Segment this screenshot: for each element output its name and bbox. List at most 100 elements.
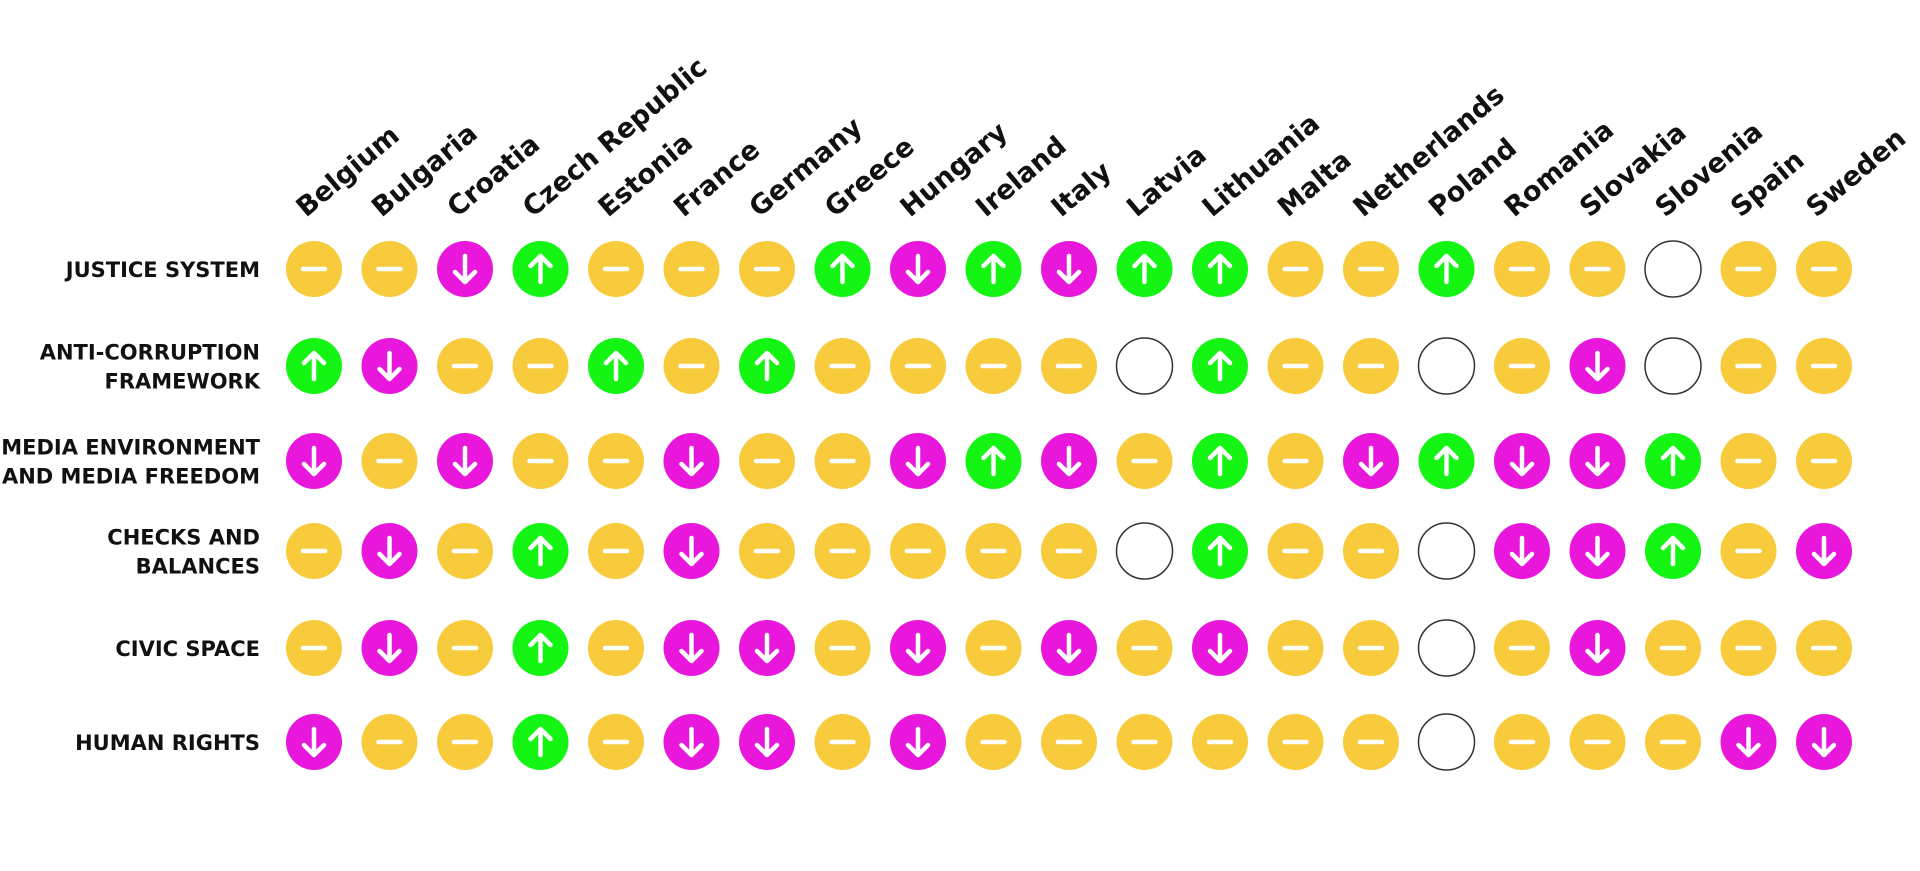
arrow-up-icon: [603, 350, 629, 382]
trend-cell-same: [1720, 433, 1777, 489]
trend-cell-up: [814, 241, 871, 297]
trend-cell-same: [286, 241, 342, 297]
trend-cell-same: [814, 523, 871, 579]
trend-cell-up: [1645, 433, 1701, 489]
trend-cell-same: [588, 433, 644, 489]
trend-cell-same: [1041, 338, 1097, 394]
trend-cell-down: [1494, 523, 1550, 579]
trend-cell-same: [1796, 338, 1852, 394]
trend-cell-same: [1116, 433, 1173, 489]
trend-cell-same: [1041, 523, 1097, 579]
trend-cell-none: [1115, 522, 1174, 580]
arrow-up-icon: [830, 253, 855, 285]
trend-cell-up: [965, 433, 1022, 489]
arrow-up-icon: [1660, 535, 1686, 567]
category-label: HUMAN RIGHTS: [75, 731, 260, 755]
trend-cell-same: [1494, 338, 1550, 394]
trend-cell-down: [663, 433, 720, 489]
arrow-down-icon: [377, 632, 402, 664]
trend-cell-same: [437, 523, 493, 579]
trend-cell-same: [1569, 714, 1626, 770]
trend-cell-same: [814, 714, 871, 770]
no-data-circle: [1644, 337, 1702, 395]
trend-cell-up: [1192, 241, 1248, 297]
arrow-down-icon: [377, 535, 402, 567]
arrow-down-icon: [905, 445, 931, 477]
trend-cell-same: [1494, 241, 1550, 297]
arrow-down-icon: [1358, 445, 1384, 477]
trend-cell-same: [1041, 714, 1097, 770]
arrow-down-icon: [1509, 445, 1535, 477]
trend-cell-up: [1116, 241, 1173, 297]
trend-cell-same: [1494, 714, 1550, 770]
trend-cell-same: [965, 523, 1022, 579]
trend-cell-same: [588, 714, 644, 770]
category-label: FRAMEWORK: [105, 370, 261, 394]
arrow-down-icon: [905, 632, 931, 664]
trend-cell-none: [1417, 337, 1476, 395]
trend-cell-down: [361, 338, 418, 394]
trend-cell-same: [1267, 433, 1324, 489]
arrow-up-icon: [1434, 445, 1459, 477]
arrow-down-icon: [452, 253, 478, 285]
arrow-up-icon: [1434, 253, 1459, 285]
no-data-circle: [1417, 619, 1476, 677]
trend-cells: [286, 240, 1852, 771]
arrow-up-icon: [981, 445, 1006, 477]
trend-cell-down: [1569, 338, 1626, 394]
trend-cell-down: [1569, 523, 1626, 579]
trend-cell-down: [663, 523, 720, 579]
trend-cell-same: [965, 620, 1022, 676]
trend-cell-down: [1569, 620, 1626, 676]
trend-cell-none: [1417, 713, 1476, 771]
arrow-down-icon: [301, 445, 327, 477]
arrow-down-icon: [1736, 726, 1761, 758]
trend-cell-up: [512, 714, 569, 770]
trend-cell-same: [286, 523, 342, 579]
trend-cell-same: [437, 714, 493, 770]
trend-cell-up: [1192, 338, 1248, 394]
trend-cell-same: [1343, 714, 1399, 770]
trend-cell-same: [512, 433, 569, 489]
trend-cell-same: [663, 338, 720, 394]
trend-cell-same: [1720, 620, 1777, 676]
trend-cell-same: [814, 620, 871, 676]
arrow-down-icon: [754, 726, 780, 758]
trend-cell-same: [1796, 433, 1852, 489]
arrow-down-icon: [1811, 535, 1837, 567]
arrow-up-icon: [1660, 445, 1686, 477]
trend-cell-same: [1720, 338, 1777, 394]
arrow-down-icon: [301, 726, 327, 758]
arrow-down-icon: [679, 445, 704, 477]
trend-cell-same: [1267, 714, 1324, 770]
trend-cell-same: [814, 433, 871, 489]
trend-cell-up: [1418, 241, 1475, 297]
trend-cell-same: [1192, 714, 1248, 770]
arrow-up-icon: [528, 632, 553, 664]
arrow-down-icon: [1585, 535, 1610, 567]
no-data-circle: [1115, 522, 1174, 580]
trend-cell-same: [1796, 241, 1852, 297]
no-data-circle: [1417, 522, 1476, 580]
trend-cell-same: [1267, 620, 1324, 676]
arrow-down-icon: [1207, 632, 1233, 664]
trend-cell-same: [437, 620, 493, 676]
category-label: JUSTICE SYSTEM: [64, 258, 260, 282]
trend-cell-down: [890, 433, 946, 489]
trend-cell-down: [739, 620, 795, 676]
trend-cell-down: [1343, 433, 1399, 489]
arrow-up-icon: [528, 535, 553, 567]
trend-cell-down: [437, 433, 493, 489]
arrow-up-icon: [1207, 445, 1233, 477]
trend-cell-none: [1644, 337, 1702, 395]
arrow-down-icon: [1811, 726, 1837, 758]
arrow-up-icon: [1207, 253, 1233, 285]
arrow-down-icon: [679, 632, 704, 664]
trend-cell-up: [1192, 523, 1248, 579]
trend-cell-down: [361, 523, 418, 579]
trend-cell-same: [739, 523, 795, 579]
trend-cell-same: [512, 338, 569, 394]
trend-cell-up: [286, 338, 342, 394]
trend-cell-same: [1116, 620, 1173, 676]
arrow-down-icon: [1585, 632, 1610, 664]
